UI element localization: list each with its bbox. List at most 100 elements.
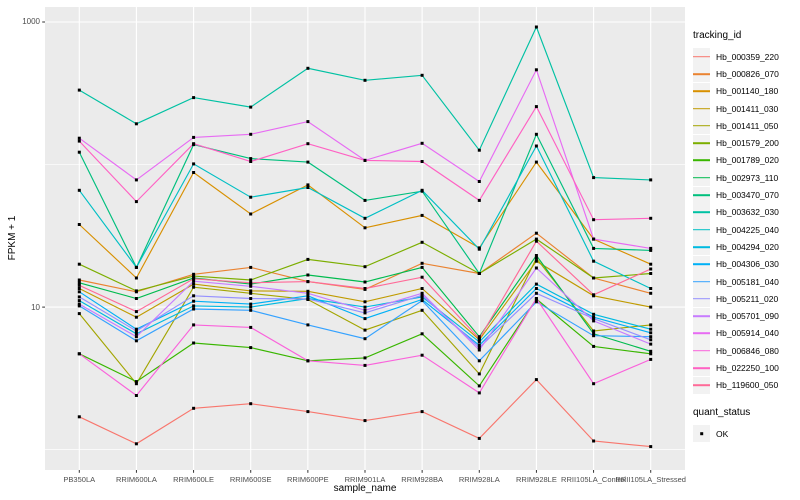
data-point [192, 274, 196, 278]
legend-key-line-icon [693, 73, 710, 75]
data-point [592, 259, 596, 263]
data-point [592, 237, 596, 241]
legend-key [693, 425, 710, 443]
data-point [649, 335, 653, 339]
legend-key [693, 255, 710, 273]
data-point [534, 239, 538, 243]
data-point [306, 294, 310, 298]
data-point [649, 323, 653, 327]
data-point [534, 254, 538, 257]
data-point [134, 122, 138, 126]
data-point [420, 188, 424, 192]
data-point [420, 299, 424, 303]
legend-key-line-icon [693, 280, 710, 283]
data-point [420, 265, 424, 269]
data-point [134, 178, 138, 182]
legend-item: Hb_004225_040 [693, 221, 798, 239]
y-tick-label: 1000 [22, 17, 40, 27]
data-point [249, 289, 253, 293]
data-point [592, 317, 596, 321]
data-point [249, 160, 253, 163]
data-point [420, 160, 424, 163]
data-point [592, 218, 596, 222]
data-point [363, 226, 367, 230]
data-point [363, 300, 367, 304]
data-point [649, 305, 653, 309]
legend-item-label: Hb_004225_040 [716, 224, 779, 235]
data-point [134, 276, 138, 280]
legend-key [693, 273, 710, 290]
legend-item-label: Hb_002973_110 [716, 172, 779, 183]
data-point [534, 259, 538, 263]
legend-key-line-icon [693, 263, 710, 265]
data-point [192, 341, 196, 345]
data-point [477, 359, 481, 363]
data-point [192, 282, 196, 286]
data-point [534, 266, 538, 270]
data-point [534, 160, 538, 164]
data-point [77, 312, 81, 316]
legend-key [693, 238, 710, 256]
legend-key [693, 82, 710, 100]
black-square-point-icon [699, 431, 704, 436]
data-point [477, 391, 481, 395]
quant-status-item: OK [693, 425, 798, 443]
data-point [420, 213, 424, 217]
legend-key [693, 169, 710, 187]
data-point [649, 338, 653, 342]
data-point [363, 317, 367, 321]
legend-key [693, 324, 710, 342]
data-point [363, 419, 367, 423]
legend-key-line-icon [693, 125, 710, 127]
legend-item: Hb_001411_050 [693, 117, 798, 135]
data-point [534, 282, 538, 286]
data-point [306, 323, 310, 327]
data-point [477, 198, 481, 202]
data-point [477, 343, 481, 347]
data-point [420, 240, 424, 244]
legend-item: Hb_002973_110 [693, 169, 798, 187]
data-point [77, 150, 81, 154]
x-tick-label: RRII105LA_Stressed [615, 474, 686, 484]
quant-status-label: OK [716, 428, 729, 439]
data-point [134, 332, 138, 336]
data-point [363, 265, 367, 269]
data-point [363, 308, 367, 312]
data-point [649, 248, 653, 252]
data-point [306, 142, 310, 146]
data-point [249, 346, 253, 350]
data-point [249, 212, 253, 216]
data-point [534, 144, 538, 148]
data-point [306, 289, 310, 293]
data-point [420, 141, 424, 145]
legend-key-line-icon [693, 176, 710, 179]
data-point [77, 283, 81, 287]
legend-key [693, 117, 710, 135]
legend-item: Hb_000826_070 [693, 65, 798, 83]
data-point [192, 406, 196, 410]
data-point [249, 281, 253, 285]
data-point [192, 307, 196, 311]
legend-key [693, 48, 710, 66]
data-point [649, 267, 653, 271]
legend-key [693, 65, 710, 83]
data-point [477, 384, 481, 388]
data-point [420, 295, 424, 299]
data-point [363, 337, 367, 341]
legend-item: Hb_001789_020 [693, 151, 798, 169]
data-point [363, 305, 367, 309]
data-point [534, 237, 538, 241]
data-point [249, 305, 253, 309]
x-axis-title: sample_name [333, 483, 397, 494]
data-point [649, 246, 653, 250]
data-point [249, 195, 253, 199]
data-point [649, 272, 653, 275]
data-point [363, 78, 367, 82]
data-point [477, 180, 481, 183]
legend-key-line-icon [693, 228, 710, 231]
data-point [249, 157, 253, 161]
data-point [420, 308, 424, 312]
data-point [192, 285, 196, 289]
legend-key [693, 203, 710, 221]
data-point [477, 436, 481, 440]
